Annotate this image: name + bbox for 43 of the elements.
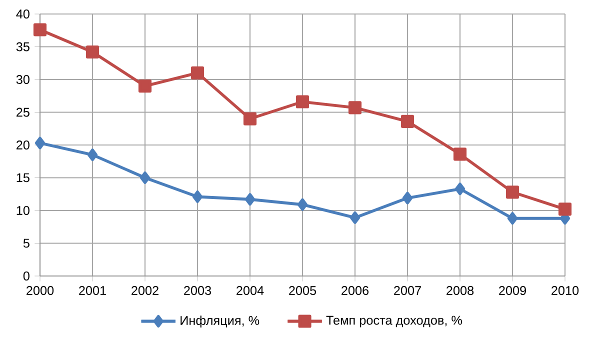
- point: [454, 182, 466, 196]
- x-tick-label: 2006: [342, 286, 369, 296]
- point: [243, 112, 257, 126]
- point: [402, 192, 413, 204]
- point: [453, 148, 467, 161]
- point: [190, 66, 204, 80]
- point: [140, 171, 150, 184]
- x-tick-label: 2004: [236, 286, 264, 296]
- y-tick-label: 10: [16, 206, 30, 215]
- point: [87, 148, 98, 162]
- y-tick-label: 25: [16, 108, 30, 117]
- point: [297, 198, 308, 211]
- x-tick-label: 2010: [552, 286, 579, 296]
- point: [558, 202, 572, 216]
- y-tick-label: 30: [16, 75, 30, 84]
- point: [348, 101, 362, 114]
- x-tick-label: 2005: [289, 286, 316, 296]
- y-tick-label: 0: [23, 272, 30, 280]
- point: [244, 193, 256, 206]
- y-tick-label: 5: [23, 238, 30, 248]
- point: [86, 45, 100, 59]
- y-tick-label: 35: [16, 42, 30, 52]
- legend-label: Темп роста доходов, %: [326, 316, 462, 328]
- x-tick-label: 2003: [184, 286, 212, 296]
- point: [138, 80, 152, 93]
- point: [192, 190, 203, 204]
- x-tick-label: 2007: [394, 286, 421, 296]
- x-tick-label: 2001: [79, 286, 106, 296]
- legend-label: Инфляция, %: [180, 316, 260, 328]
- y-tick-label: 20: [16, 140, 30, 150]
- point: [350, 211, 360, 224]
- x-tick-label: 2000: [26, 286, 54, 296]
- point: [400, 114, 414, 128]
- point: [296, 95, 310, 108]
- point: [34, 136, 46, 150]
- point: [507, 212, 518, 225]
- point: [33, 23, 47, 36]
- x-tick-label: 2008: [446, 286, 474, 296]
- y-tick-label: 15: [16, 173, 30, 182]
- x-tick-label: 2002: [132, 286, 158, 296]
- point: [506, 186, 520, 199]
- x-tick-label: 2009: [499, 286, 526, 296]
- y-tick-label: 40: [16, 10, 30, 18]
